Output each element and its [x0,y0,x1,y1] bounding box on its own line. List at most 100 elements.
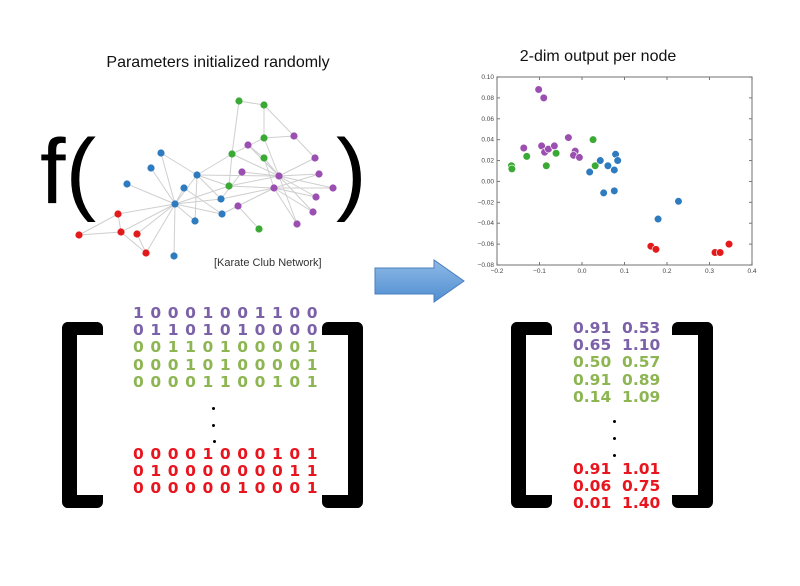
scatter-point [610,165,619,175]
matrix-row: 0.01 1.40 [573,494,661,513]
graph-node-purple [311,154,319,162]
graph-edge [263,157,280,177]
x-tick-label: 0.3 [705,268,714,275]
graph-node-purple [275,172,283,180]
graph-edge [78,231,122,236]
output-matrix-top-rows: 0.91 0.53 0.65 1.10 0.50 0.57 0.91 0.89 0.14… [573,319,661,406]
ellipsis-dot [212,424,215,427]
graph-edge [278,173,320,177]
graph-edge [196,174,222,200]
scatter-point [653,214,663,224]
scatter-point [591,161,600,170]
graph-edge [120,203,176,233]
graph-edge [228,153,233,187]
left-matrix-open-bracket [62,322,103,508]
function-open-paren: f( [40,121,97,223]
scatter-point [610,186,619,195]
left-matrix-close-bracket [322,322,363,508]
graph-node-blue [191,217,199,225]
y-tick-label: 0.04 [481,137,494,144]
scatter-point [550,141,559,151]
graph-node-blue [123,180,131,188]
y-tick-label: 0.02 [481,158,494,165]
graph-node-blue [171,200,179,208]
output-matrix-bottom-rows: 0.91 1.01 0.06 0.75 0.01 1.40 [573,460,661,513]
x-tick-label: −0.2 [491,268,504,275]
y-tick-label: −0.06 [478,241,495,248]
graph-node-green [260,101,268,109]
graph-node-green [260,154,268,162]
graph-edge [194,174,198,222]
scatter-point [542,161,551,170]
graph-node-purple [234,202,242,210]
output-scatter-plot: −0.2 −0.1 0.0 0.1 0.2 0.3 0.4 0.10 0.08 0.06 0.04 0… [478,74,757,275]
graph-edge [263,135,295,139]
graph-node-green [225,182,233,190]
graph-edge [263,104,295,137]
graph-node-red [117,228,125,236]
matrix-row: 0.50 0.57 [573,353,661,372]
scatter-point [585,167,594,177]
graph-node-blue [147,164,155,172]
graph-edge [263,157,275,189]
graph-edge [263,137,280,177]
graph-node-blue [157,149,165,157]
y-tick-label: 0.00 [481,178,494,185]
graph-edge [278,175,298,225]
matrix-row: 0 0 1 1 0 1 0 0 0 0 1 [133,338,319,357]
x-tick-label: −0.1 [533,268,546,275]
graph-edge [136,203,176,235]
matrix-row: 0.91 0.53 [573,319,661,337]
right-matrix-close-bracket [672,322,713,508]
scatter-point [613,156,622,165]
graph-edge [278,157,316,177]
graph-node-blue [193,171,201,179]
graph-node-purple [238,168,246,176]
graph-edge [238,100,265,106]
ellipsis-dot [213,440,216,443]
scatter-point [651,245,661,254]
matrix-row: 0 0 0 0 1 0 0 0 1 0 1 [133,445,319,463]
scatter-point [564,133,573,142]
scatter-point [588,135,598,144]
matrix-row: 0.65 1.10 [573,336,661,355]
graph-edge [228,185,275,189]
graph-edge [273,187,317,198]
right-arrow-icon [374,259,465,303]
graph-node-green [228,150,236,158]
graph-edge [273,187,314,213]
left-title: Parameters initialized randomly [106,54,330,71]
scatter-point [575,153,584,162]
right-title: 2-dim output per node [519,48,677,65]
graph-edge [293,135,316,159]
matrix-row: 0.91 1.01 [573,460,661,478]
ellipsis-dot [613,454,616,457]
scatter-point [519,143,528,153]
matrix-row: 0 0 0 0 0 0 1 0 0 0 1 [133,479,319,498]
right-matrix-open-bracket [511,322,552,508]
graph-edge [231,100,240,155]
graph-node-blue [180,184,188,192]
y-tick-label: 0.06 [481,116,494,123]
graph-edge [278,175,314,213]
graph-edge [150,167,176,205]
matrix-row: 1 0 0 0 1 0 0 1 1 0 0 [133,304,319,322]
graph-edge [174,203,196,222]
graph-node-red [114,210,122,218]
graph-node-red [75,231,83,239]
graph-edge [160,152,198,176]
graph-node-purple [329,184,337,192]
graph-edge [174,203,223,215]
x-tick-label: 0.1 [620,268,629,275]
scatter-point [599,188,608,198]
graph-node-red [133,230,141,238]
matrix-row: 0 0 0 0 1 1 0 0 1 0 1 [133,372,319,391]
graph-edge [237,205,260,230]
graph-edge [241,171,280,177]
scatter-point [724,240,734,249]
graph-edge [145,203,176,254]
scatter-point [716,248,725,257]
scatter-point [551,149,561,158]
